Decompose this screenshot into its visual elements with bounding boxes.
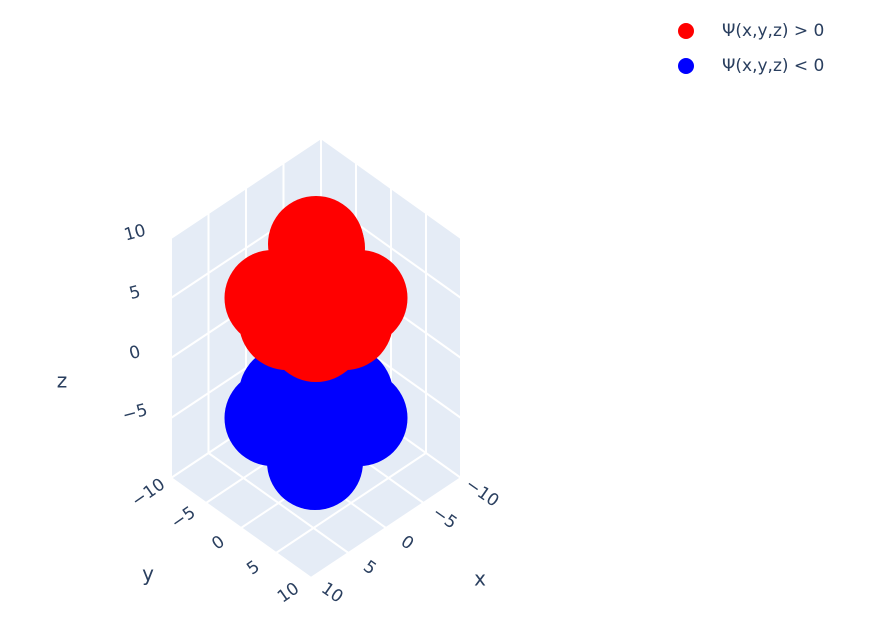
- x-tick-label: −5: [428, 503, 460, 534]
- grid-line: [310, 477, 462, 579]
- z-tick-label: −5: [120, 400, 149, 426]
- z-tick-label: 0: [127, 342, 143, 364]
- x-tick-label: 0: [397, 532, 417, 555]
- y-tick-label: 0: [208, 532, 228, 555]
- x-tick-label: 5: [359, 557, 379, 580]
- x-tick-label: 10: [317, 579, 346, 608]
- z-tick-label: 5: [127, 282, 143, 304]
- y-tick-label: 5: [243, 557, 263, 580]
- y-tick-label: −5: [167, 503, 199, 534]
- legend-marker: [678, 58, 694, 74]
- y-tick-label: 10: [274, 579, 303, 608]
- grid-line: [320, 137, 462, 239]
- legend-marker: [678, 23, 694, 39]
- point: [269, 200, 365, 296]
- legend-label: Ψ(x,y,z) > 0: [722, 21, 824, 41]
- legend-label: Ψ(x,y,z) < 0: [722, 56, 824, 76]
- x-tick-label: −10: [462, 475, 503, 512]
- y-tick-label: −10: [128, 475, 169, 512]
- point: [297, 274, 393, 370]
- x-axis-title: x: [474, 567, 486, 591]
- grid-line: [170, 137, 322, 239]
- z-axis-title: z: [57, 369, 68, 393]
- z-tick-label: 10: [122, 221, 148, 246]
- y-axis-title: y: [142, 562, 154, 586]
- grid-line: [275, 452, 427, 554]
